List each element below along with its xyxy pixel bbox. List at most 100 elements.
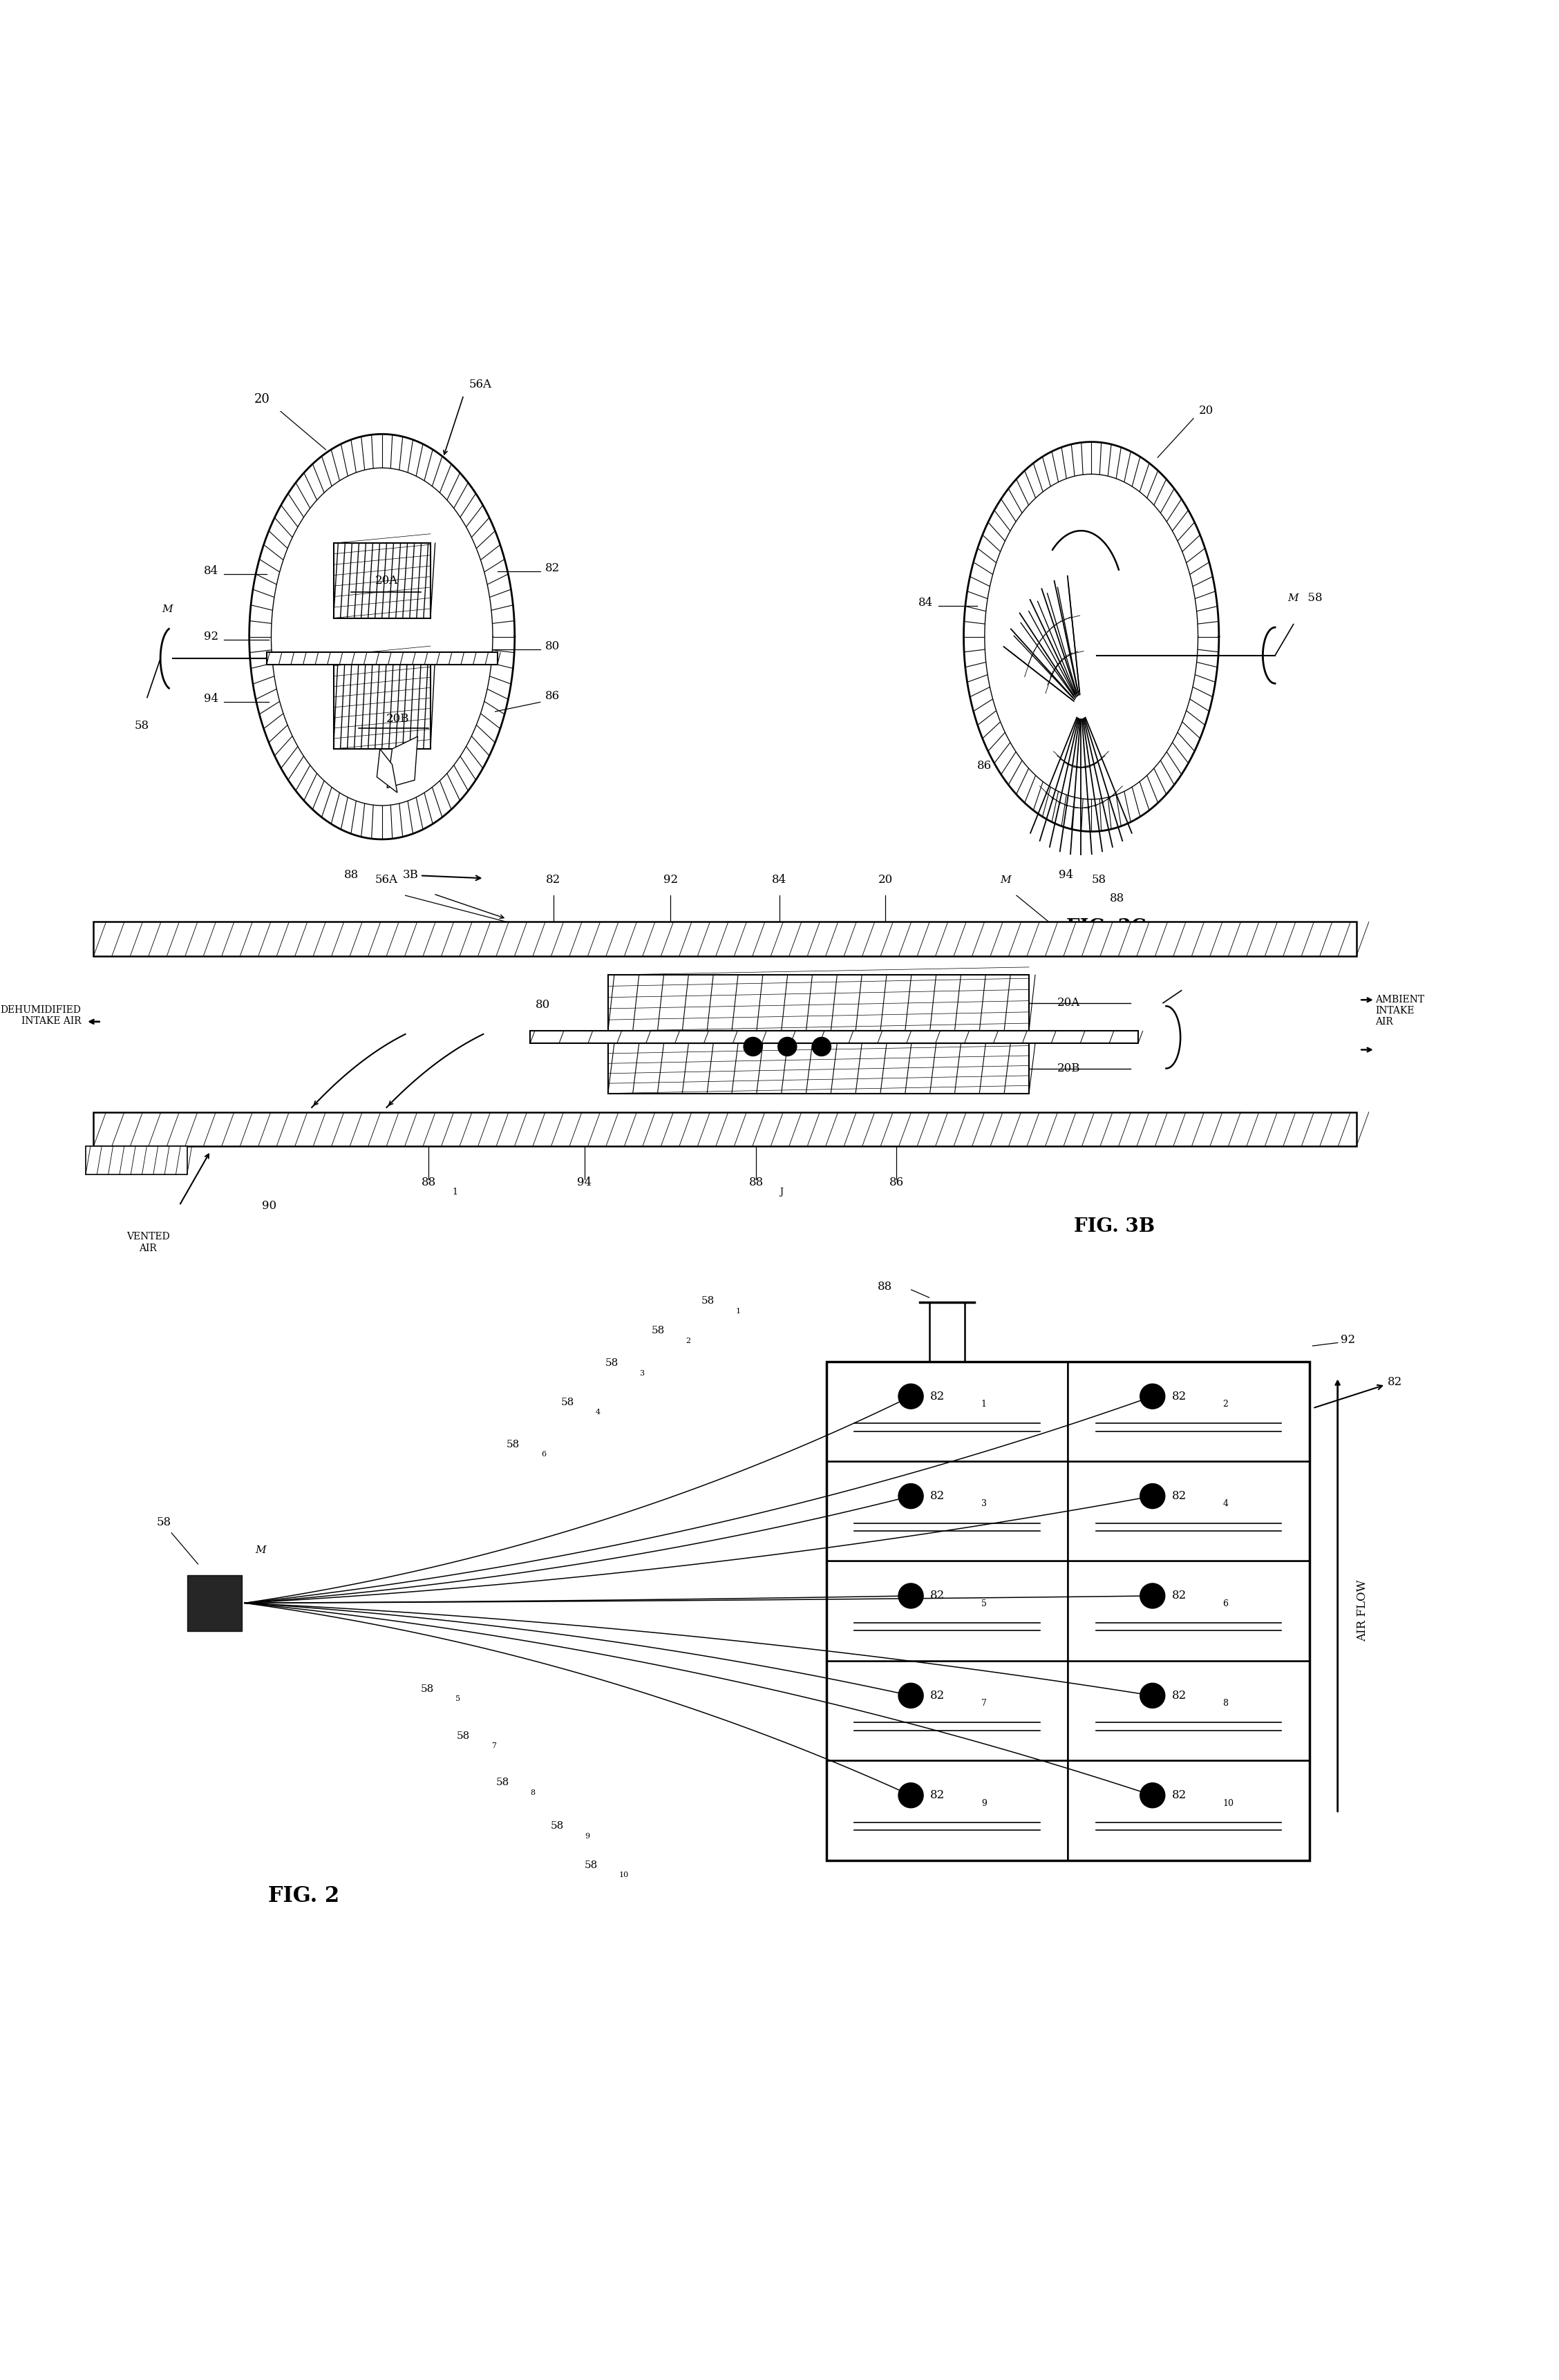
Text: 20B: 20B [387, 714, 408, 726]
Circle shape [898, 1583, 923, 1609]
Text: 5: 5 [455, 1695, 460, 1702]
Text: FIG. 3B: FIG. 3B [1074, 1219, 1155, 1235]
Text: 58: 58 [457, 1730, 471, 1740]
Text: 7: 7 [491, 1742, 496, 1749]
Text: M: M [256, 1545, 265, 1554]
Text: 20: 20 [1199, 405, 1213, 416]
Text: 1: 1 [452, 1188, 458, 1197]
Text: 7: 7 [981, 1699, 987, 1709]
Text: 86: 86 [889, 1176, 904, 1188]
Bar [1068, 1361, 1310, 1461]
Text: 92: 92 [1132, 635, 1147, 647]
Text: 84: 84 [772, 873, 787, 885]
Polygon shape [963, 443, 1219, 831]
Polygon shape [249, 433, 514, 840]
Bar [826, 1361, 1068, 1461]
Circle shape [898, 1783, 923, 1809]
Text: 4: 4 [1222, 1499, 1228, 1509]
Text: 82: 82 [1172, 1390, 1186, 1402]
Text: 20: 20 [878, 873, 893, 885]
Text: 82: 82 [1172, 1490, 1186, 1502]
Circle shape [812, 1038, 831, 1057]
Bar [94, 921, 1356, 957]
Bar [826, 1761, 1068, 1861]
Text: 82: 82 [1172, 1790, 1186, 1802]
Text: 88: 88 [748, 1176, 764, 1188]
Circle shape [778, 1038, 797, 1057]
Text: J: J [780, 1188, 783, 1197]
Bar [608, 1042, 1029, 1092]
Text: 1: 1 [981, 1399, 987, 1409]
Polygon shape [985, 474, 1197, 800]
Text: 10: 10 [619, 1871, 628, 1878]
Text: 6: 6 [1222, 1599, 1228, 1609]
Text: 58: 58 [550, 1821, 564, 1830]
Text: 86: 86 [977, 759, 992, 771]
Text: 86: 86 [546, 690, 560, 702]
Text: 58: 58 [421, 1685, 435, 1695]
Text: 9: 9 [585, 1833, 589, 1840]
Text: 58: 58 [156, 1516, 171, 1528]
Text: 92: 92 [204, 631, 218, 643]
Text: 82: 82 [1314, 1376, 1402, 1407]
Text: 58: 58 [702, 1297, 716, 1307]
Bar [1068, 1761, 1310, 1861]
Text: M: M [1001, 876, 1010, 885]
Text: FIG. 2: FIG. 2 [268, 1885, 340, 1906]
Text: 2: 2 [686, 1338, 691, 1345]
Bar [1068, 1461, 1310, 1561]
Text: M: M [1288, 593, 1299, 602]
Bar [86, 1147, 187, 1173]
Text: 2: 2 [1222, 1399, 1228, 1409]
Text: 58: 58 [585, 1861, 599, 1871]
Text: 20: 20 [254, 393, 270, 405]
Bar [826, 1661, 1068, 1761]
Text: 80: 80 [546, 640, 560, 652]
Bar [1068, 1561, 1310, 1661]
Text: 58: 58 [134, 719, 150, 731]
Bar [267, 652, 497, 664]
Bar [334, 655, 430, 750]
Text: 88: 88 [1110, 892, 1124, 904]
Text: 1: 1 [736, 1307, 741, 1314]
Text: M: M [162, 605, 173, 614]
Circle shape [1140, 1783, 1165, 1809]
Text: 88: 88 [421, 1176, 437, 1188]
Text: 92: 92 [1341, 1333, 1355, 1345]
Circle shape [1140, 1583, 1165, 1609]
Text: 58: 58 [1091, 873, 1105, 885]
Text: 56A: 56A [376, 873, 398, 885]
Text: AMBIENT
INTAKE
AIR: AMBIENT INTAKE AIR [1375, 995, 1425, 1026]
Text: 5: 5 [981, 1599, 987, 1609]
Text: AIR FLOW: AIR FLOW [1356, 1580, 1369, 1642]
Text: 58: 58 [507, 1440, 521, 1449]
Text: 82: 82 [1172, 1690, 1186, 1702]
Text: 82: 82 [931, 1590, 945, 1602]
Text: 88: 88 [878, 1280, 892, 1292]
Text: 6: 6 [541, 1452, 546, 1459]
Text: 80: 80 [993, 1000, 1009, 1011]
Text: 3: 3 [981, 1499, 987, 1509]
Bar [530, 1031, 1138, 1042]
Text: 94: 94 [1059, 869, 1073, 881]
Text: 10: 10 [1222, 1799, 1233, 1809]
Bar [826, 1461, 1068, 1561]
Text: 4: 4 [596, 1409, 600, 1416]
Text: 88: 88 [345, 869, 359, 881]
Text: 20A: 20A [1057, 997, 1080, 1009]
Text: 90: 90 [262, 1200, 276, 1211]
Text: 56B: 56B [1024, 526, 1048, 538]
Text: 9: 9 [981, 1799, 987, 1809]
Text: 8: 8 [530, 1790, 535, 1797]
Polygon shape [377, 750, 398, 793]
Polygon shape [271, 469, 493, 804]
Text: 82: 82 [931, 1790, 945, 1802]
Bar [826, 1361, 1310, 1861]
Circle shape [1140, 1483, 1165, 1509]
Text: DEHUMIDIFIED
INTAKE AIR: DEHUMIDIFIED INTAKE AIR [0, 1004, 81, 1026]
Text: 82: 82 [1172, 1590, 1186, 1602]
Bar [608, 976, 1029, 1031]
Bar [94, 1111, 1356, 1147]
Text: 8: 8 [1222, 1699, 1228, 1709]
Text: 82: 82 [546, 562, 560, 574]
